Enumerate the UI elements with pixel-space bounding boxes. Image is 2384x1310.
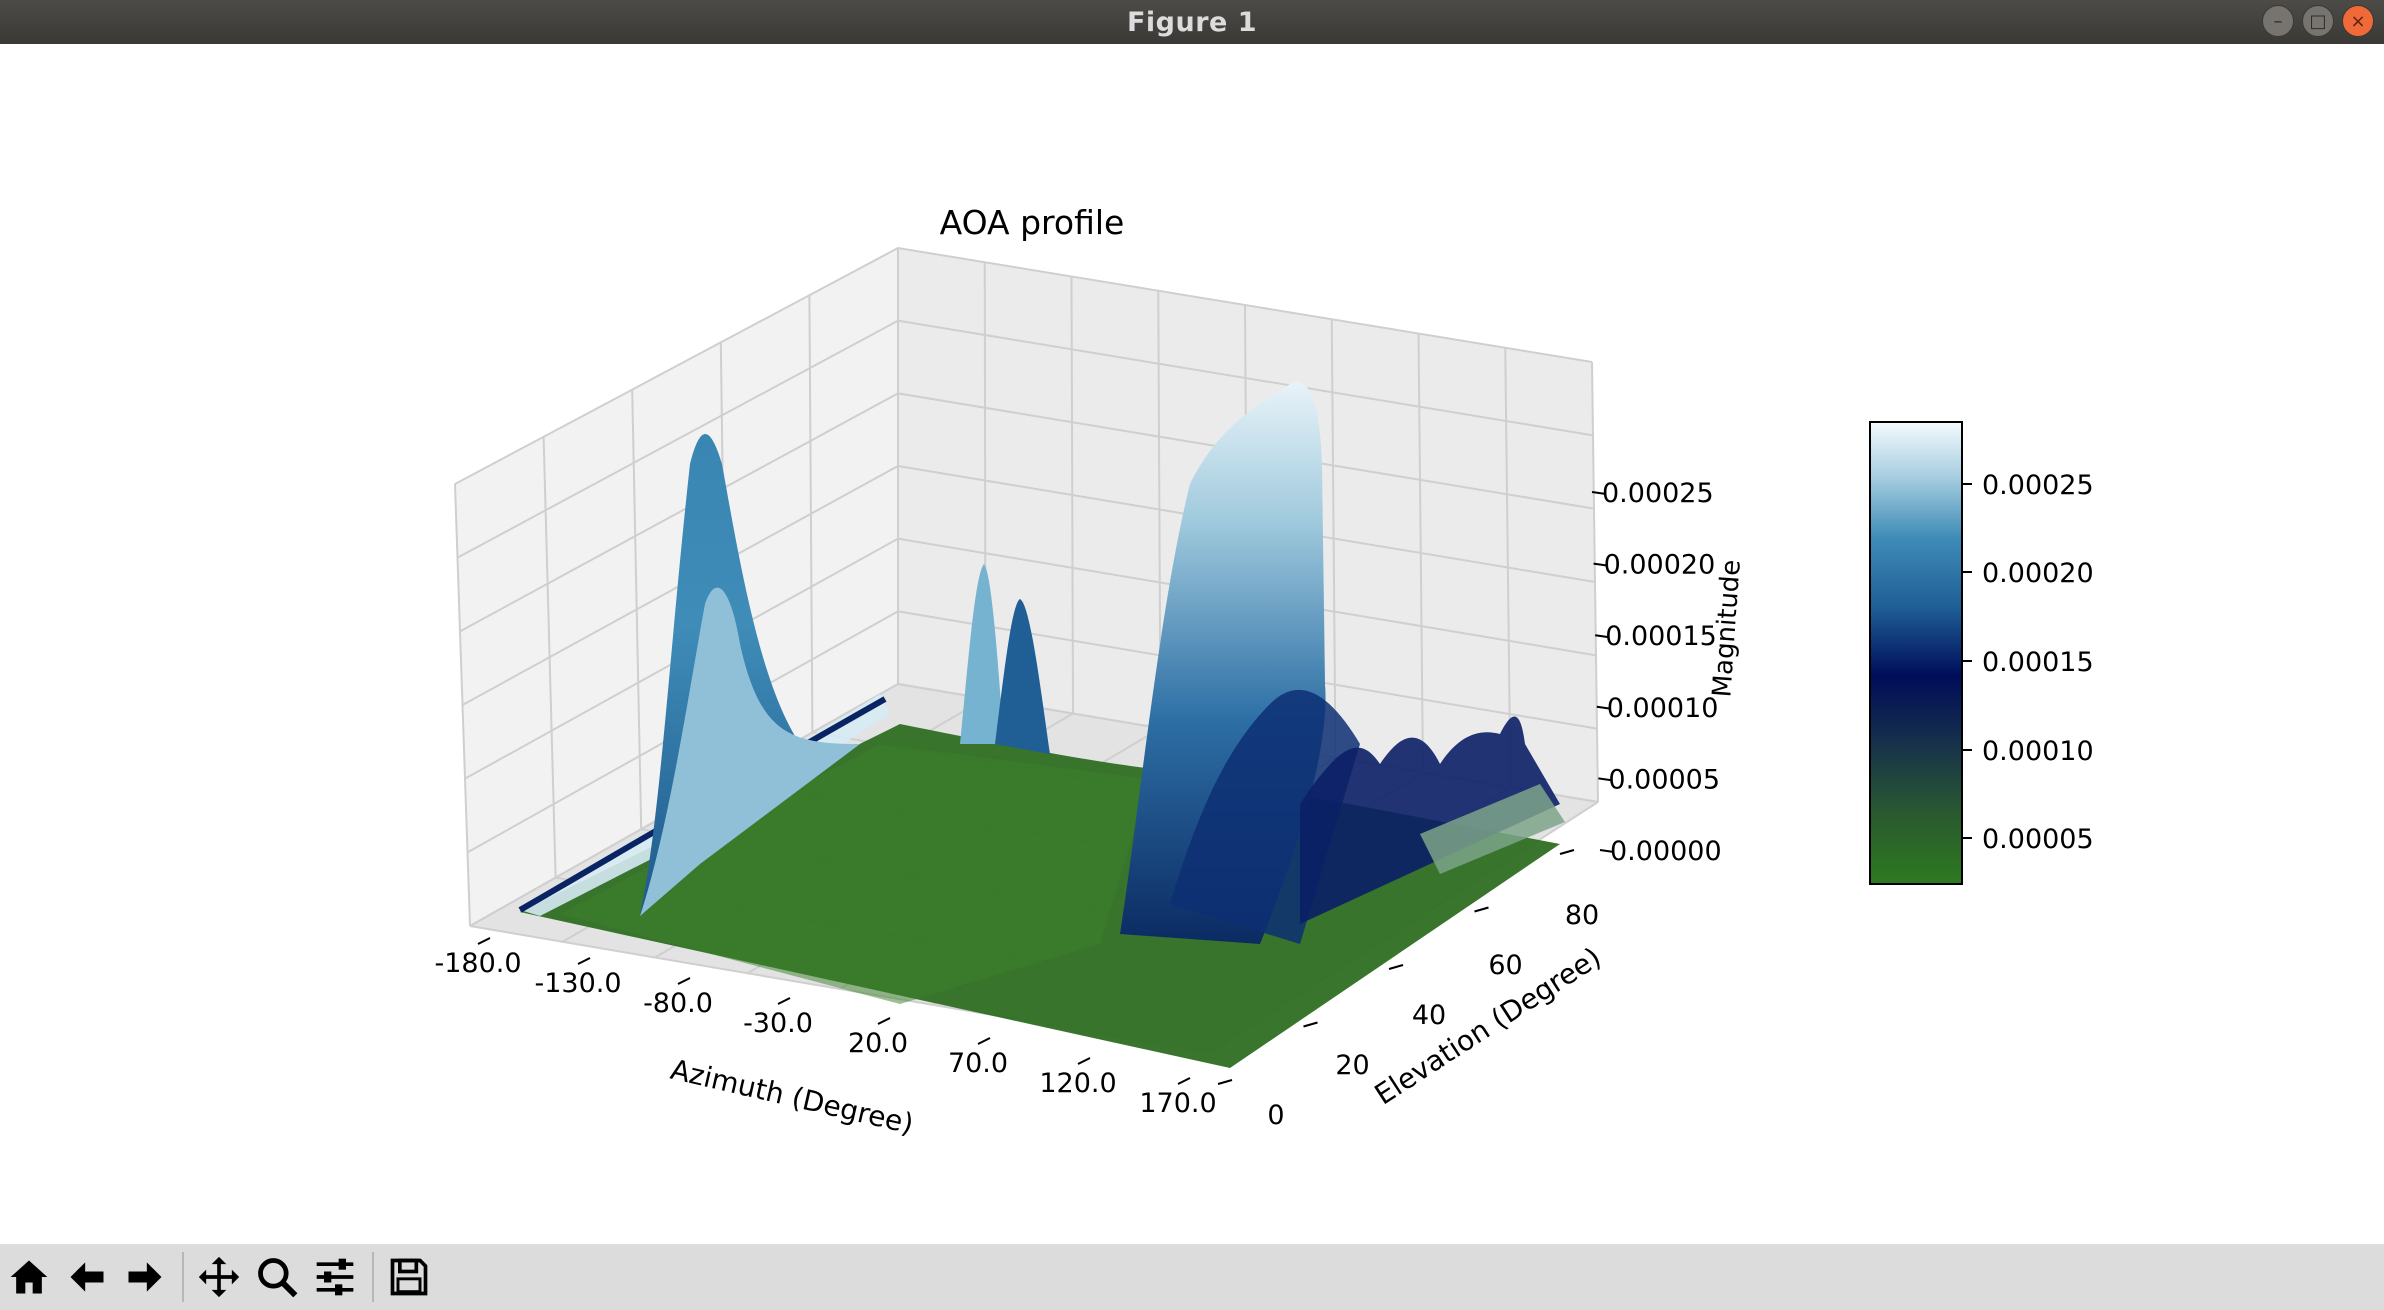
window-title: Figure 1 [1126,6,1258,38]
colorbar-tick-label: 0.00025 [1982,470,2094,501]
zoom-icon [258,1258,298,1298]
x-tick-mark [877,1017,891,1025]
figure-canvas: -180.0 -130.0 -80.0 -30.0 20.0 70.0 120.0 170.0… [434,203,2094,1141]
home-button[interactable] [2,1250,56,1304]
pan-icon [198,1256,240,1298]
surface-ripples [1300,716,1560,924]
x-tick-mark [1077,1057,1091,1065]
x-tick-mark [777,997,791,1005]
z-tick-mark [1591,491,1607,495]
home-icon [10,1260,48,1294]
maximize-button[interactable]: □ [2302,5,2334,37]
surface-peak-1-front [640,587,860,916]
x-tick-label: 20.0 [848,1028,908,1059]
z-tick-label: 0.00020 [1604,550,1716,581]
x-tick-label: 170.0 [1139,1088,1216,1119]
grid-line [457,319,1594,559]
configure-subplots-icon [316,1258,354,1296]
z-tick-mark [1593,562,1608,567]
y-tick-mark [1474,906,1489,913]
colorbar-tick-label: 0.00020 [1982,558,2094,589]
surface-peak-3 [995,599,1050,754]
navigation-toolbar [0,1244,2384,1310]
y-axis-ticks: 0 20 40 60 80 [1217,849,1599,1131]
colorbar: 0.00005 0.00010 0.00015 0.00020 0.00025 [1869,421,2094,885]
x-tick-label: -80.0 [643,988,713,1019]
colorbar-tick-label: 0.00010 [1982,736,2094,767]
surface-peak-2 [960,564,1004,744]
y-tick-label: 20 [1335,1050,1369,1081]
z-tick-label: 0.00025 [1602,478,1714,509]
z-tick-mark [1598,777,1613,782]
save-icon [390,1258,428,1296]
y-tick-mark [1303,1021,1318,1028]
y-tick-label: 40 [1412,1000,1446,1031]
surface-ripples-tip [1420,784,1565,874]
forward-arrow-icon [128,1262,162,1292]
x-tick-label: -30.0 [743,1008,813,1039]
x-tick-mark [977,1037,991,1045]
window-titlebar: Figure 1 – □ × [0,0,2384,44]
colorbar-ticks: 0.00005 0.00010 0.00015 0.00020 0.00025 [1962,470,2094,855]
grid-line [462,464,1596,706]
grid-line [454,246,1593,485]
close-button[interactable]: × [2342,5,2374,37]
y-tick-label: 80 [1565,900,1599,931]
back-button[interactable] [60,1250,114,1304]
x-tick-mark [477,937,491,945]
y-tick-label: 60 [1488,950,1522,981]
y-tick-mark [1559,849,1575,855]
y-tick-label: 0 [1267,1100,1284,1131]
z-tick-label: 0.00015 [1605,621,1717,652]
x-tick-label: 120.0 [1039,1068,1116,1099]
colorbar-tick-label: 0.00015 [1982,647,2094,678]
axes-3d[interactable]: -180.0 -130.0 -80.0 -30.0 20.0 70.0 120.0 170.0… [434,203,1746,1141]
grid-line [467,610,1598,854]
zoom-button[interactable] [250,1250,304,1304]
z-tick-label: 0.00010 [1607,693,1719,724]
x-tick-label: -130.0 [534,968,621,999]
x-tick-label: -180.0 [434,948,521,979]
colorbar-gradient [1869,421,1963,885]
x-axis-label: Azimuth (Degree) [668,1053,917,1141]
z-tick-mark [1595,634,1610,639]
x-tick-mark [1177,1077,1191,1085]
colorbar-tick-label: 0.00005 [1982,824,2094,855]
x-tick-mark [577,957,591,965]
forward-button[interactable] [118,1250,172,1304]
x-axis-ticks: -180.0 -130.0 -80.0 -30.0 20.0 70.0 120.0 170.0 [434,937,1217,1119]
toolbar-separator [182,1252,184,1302]
x-tick-label: 70.0 [948,1048,1008,1079]
z-tick-mark [1596,705,1611,710]
y-tick-mark [1388,964,1404,970]
x-tick-mark [677,977,691,985]
z-tick-mark [1599,849,1615,853]
y-tick-mark [1217,1079,1233,1085]
z-tick-label: 0.00005 [1608,764,1720,795]
z-tick-label: 0.00000 [1610,836,1722,867]
surface-floor-shade [560,744,1150,1004]
pan-button[interactable] [192,1250,246,1304]
toolbar-separator [372,1252,374,1302]
minimize-button[interactable]: – [2262,5,2294,37]
configure-subplots-button[interactable] [308,1250,362,1304]
back-arrow-icon [70,1262,104,1292]
chart-title: AOA profile [940,203,1125,242]
save-button[interactable] [382,1250,436,1304]
grid-line [464,537,1597,780]
z-axis-ticks: 0.00000 0.00005 0.00010 0.00015 0.00020 0.000… [1591,478,1722,867]
grid-line [459,392,1595,633]
window-controls: – □ × [2262,5,2374,37]
